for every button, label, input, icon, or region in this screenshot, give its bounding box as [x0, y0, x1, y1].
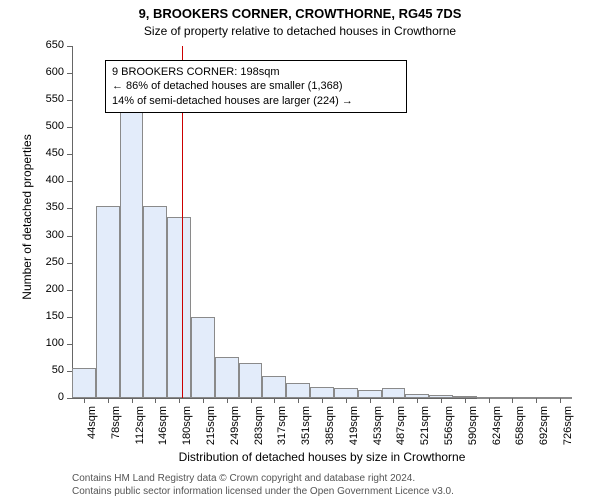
- histogram-bar: [72, 368, 96, 398]
- y-tick-label: 650: [30, 39, 64, 51]
- histogram-bar: [334, 388, 358, 398]
- x-tick: [441, 398, 442, 403]
- x-tick-label: 487sqm: [395, 406, 407, 456]
- x-tick: [108, 398, 109, 403]
- y-tick: [67, 73, 72, 74]
- y-tick-label: 0: [30, 391, 64, 403]
- x-tick: [512, 398, 513, 403]
- x-tick-label: 385sqm: [324, 406, 336, 456]
- y-tick: [67, 208, 72, 209]
- y-tick-label: 600: [30, 66, 64, 78]
- x-tick: [417, 398, 418, 403]
- chart-container: 9, BROOKERS CORNER, CROWTHORNE, RG45 7DS…: [0, 0, 600, 500]
- x-tick-label: 180sqm: [181, 406, 193, 456]
- histogram-bar: [262, 376, 286, 398]
- y-tick: [67, 344, 72, 345]
- x-tick: [322, 398, 323, 403]
- y-tick-label: 200: [30, 283, 64, 295]
- y-tick: [67, 154, 72, 155]
- x-tick: [203, 398, 204, 403]
- y-tick: [67, 181, 72, 182]
- x-tick-label: 692sqm: [538, 406, 550, 456]
- x-tick-label: 419sqm: [348, 406, 360, 456]
- x-tick-label: 590sqm: [467, 406, 479, 456]
- annotation-line-2: ← 86% of detached houses are smaller (1,…: [112, 79, 400, 93]
- x-tick-label: 215sqm: [205, 406, 217, 456]
- y-tick: [67, 398, 72, 399]
- x-tick: [227, 398, 228, 403]
- x-tick-label: 146sqm: [157, 406, 169, 456]
- x-tick-label: 453sqm: [372, 406, 384, 456]
- x-tick: [298, 398, 299, 403]
- x-tick: [155, 398, 156, 403]
- x-tick: [179, 398, 180, 403]
- histogram-bar: [191, 317, 215, 398]
- x-tick-label: 658sqm: [514, 406, 526, 456]
- x-tick: [536, 398, 537, 403]
- x-tick-label: 317sqm: [276, 406, 288, 456]
- histogram-bar: [215, 357, 239, 398]
- x-tick: [560, 398, 561, 403]
- histogram-bar: [239, 363, 263, 398]
- footer-line-2: Contains public sector information licen…: [72, 485, 454, 498]
- y-tick-label: 450: [30, 147, 64, 159]
- y-tick: [67, 236, 72, 237]
- annotation-line-1: 9 BROOKERS CORNER: 198sqm: [112, 65, 400, 79]
- x-tick: [465, 398, 466, 403]
- histogram-bar: [358, 390, 382, 398]
- y-tick-label: 300: [30, 229, 64, 241]
- y-tick-label: 550: [30, 93, 64, 105]
- x-tick: [489, 398, 490, 403]
- y-tick: [67, 263, 72, 264]
- y-tick-label: 250: [30, 256, 64, 268]
- x-tick: [274, 398, 275, 403]
- y-tick-label: 400: [30, 174, 64, 186]
- histogram-bar: [96, 206, 120, 398]
- annotation-box: 9 BROOKERS CORNER: 198sqm ← 86% of detac…: [105, 60, 407, 113]
- y-tick-label: 500: [30, 120, 64, 132]
- x-tick-label: 726sqm: [562, 406, 574, 456]
- y-tick: [67, 127, 72, 128]
- x-tick-label: 521sqm: [419, 406, 431, 456]
- x-tick-label: 556sqm: [443, 406, 455, 456]
- y-tick: [67, 317, 72, 318]
- x-tick-label: 351sqm: [300, 406, 312, 456]
- histogram-bar: [286, 383, 310, 398]
- y-tick-label: 100: [30, 337, 64, 349]
- x-tick-label: 283sqm: [253, 406, 265, 456]
- histogram-bar: [167, 217, 191, 398]
- y-axis: [72, 46, 73, 398]
- histogram-bar: [310, 387, 334, 398]
- histogram-bar: [143, 206, 167, 398]
- x-tick-label: 44sqm: [86, 406, 98, 456]
- x-tick: [84, 398, 85, 403]
- x-tick: [132, 398, 133, 403]
- x-tick: [370, 398, 371, 403]
- footer-line-1: Contains HM Land Registry data © Crown c…: [72, 472, 454, 485]
- y-tick-label: 150: [30, 310, 64, 322]
- histogram-bar: [120, 97, 144, 398]
- x-tick-label: 249sqm: [229, 406, 241, 456]
- histogram-bar: [382, 388, 406, 398]
- x-tick-label: 624sqm: [491, 406, 503, 456]
- x-tick-label: 78sqm: [110, 406, 122, 456]
- y-tick: [67, 290, 72, 291]
- x-tick: [346, 398, 347, 403]
- y-tick: [67, 100, 72, 101]
- footer-text: Contains HM Land Registry data © Crown c…: [72, 472, 454, 498]
- y-tick-label: 50: [30, 364, 64, 376]
- title-line-2: Size of property relative to detached ho…: [0, 24, 600, 38]
- y-tick: [67, 46, 72, 47]
- x-tick-label: 112sqm: [134, 406, 146, 456]
- title-line-1: 9, BROOKERS CORNER, CROWTHORNE, RG45 7DS: [0, 6, 600, 21]
- annotation-line-3: 14% of semi-detached houses are larger (…: [112, 94, 400, 108]
- y-tick-label: 350: [30, 201, 64, 213]
- x-tick: [251, 398, 252, 403]
- x-tick: [393, 398, 394, 403]
